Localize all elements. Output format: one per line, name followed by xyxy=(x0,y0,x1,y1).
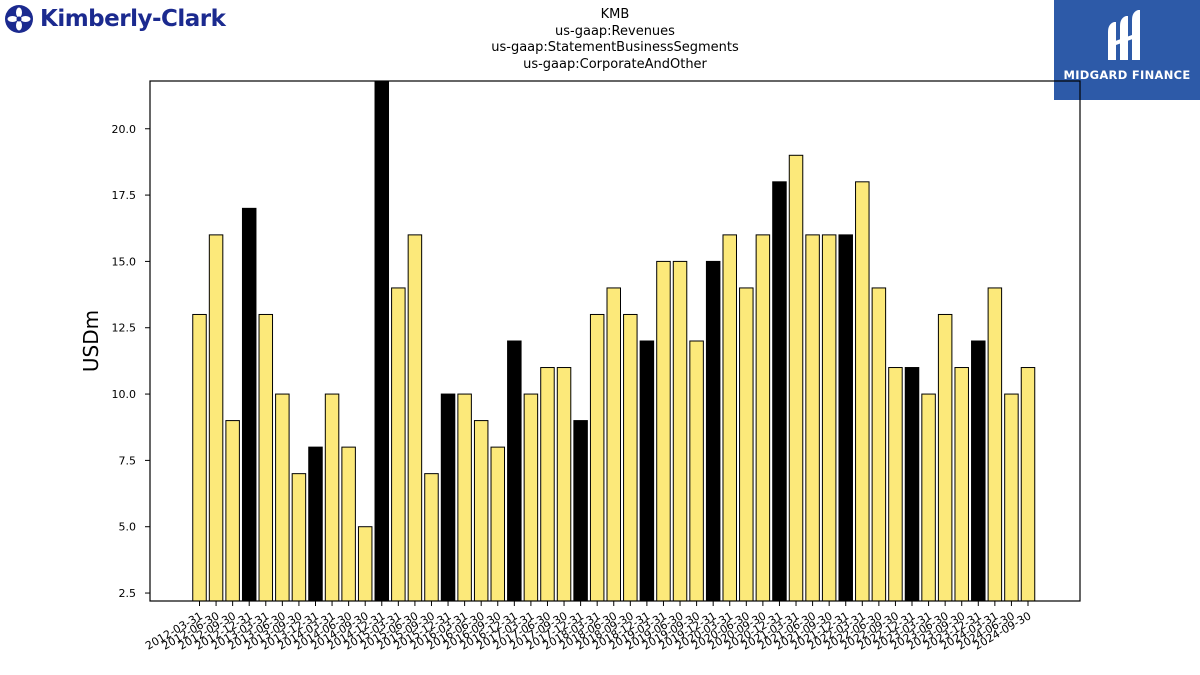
kimberly-clark-wordmark: Kimberly-Clark xyxy=(40,6,226,32)
bars-group xyxy=(192,81,1036,601)
bar-2018-06-30 xyxy=(606,287,621,601)
bar-2022-06-30 xyxy=(871,287,887,601)
bar-2017-09-30 xyxy=(556,367,572,601)
bar-2020-12-31 xyxy=(772,181,787,601)
bar-2014-03-31 xyxy=(324,393,340,601)
kimberly-clark-logo-icon xyxy=(5,5,33,33)
bar-2015-03-31 xyxy=(391,287,406,601)
bar-2012-12-31 xyxy=(241,207,257,601)
bar-2015-12-31 xyxy=(440,393,456,601)
bar-2012-06-30 xyxy=(208,234,224,601)
bar-2016-06-30 xyxy=(473,420,489,601)
bar-2021-03-31 xyxy=(788,154,804,601)
plot-frame xyxy=(149,80,1081,602)
chart-title: KMB us-gaap:Revenues us-gaap:StatementBu… xyxy=(400,7,830,73)
y-axis-label: USDm xyxy=(79,310,103,372)
bar-2016-12-31 xyxy=(507,340,522,601)
bar-2017-12-31 xyxy=(573,420,588,601)
bar-2021-12-31 xyxy=(838,234,853,601)
bar-2020-09-30 xyxy=(755,234,771,601)
y-tick-label: 7.5 xyxy=(119,454,137,467)
kimberly-clark-logo: Kimberly-Clark xyxy=(4,2,226,36)
bar-2022-03-31 xyxy=(855,181,870,601)
bar-2020-03-31 xyxy=(722,234,737,601)
chart-title-line-1: KMB xyxy=(600,7,630,22)
bar-2023-12-31 xyxy=(971,340,986,601)
bar-2015-06-30 xyxy=(407,234,423,601)
chart-title-line-3: us-gaap:StatementBusinessSegments xyxy=(491,40,739,55)
bar-2021-06-30 xyxy=(805,234,820,601)
bar-2015-09-30 xyxy=(424,473,439,601)
chart-title-line-4: us-gaap:CorporateAndOther xyxy=(523,56,707,72)
midgard-finance-logo-icon xyxy=(1108,10,1140,60)
bar-2022-09-30 xyxy=(888,367,903,601)
y-tick-label: 2.5 xyxy=(119,587,137,600)
bar-2012-09-30 xyxy=(225,420,240,601)
bar-2016-03-31 xyxy=(457,393,472,601)
bar-2018-03-31 xyxy=(589,313,605,601)
bar-2022-12-31 xyxy=(904,367,920,601)
bar-2023-03-31 xyxy=(921,393,936,601)
y-tick-label: 5.0 xyxy=(119,521,137,534)
bar-2019-09-30 xyxy=(689,340,704,601)
bar-2013-03-31 xyxy=(258,313,274,601)
bar-2017-03-31 xyxy=(523,393,539,601)
bar-2019-06-30 xyxy=(672,260,688,601)
bar-2014-09-30 xyxy=(357,526,373,601)
bar-2018-12-31 xyxy=(639,340,655,601)
midgard-finance-wordmark: MIDGARD FINANCE xyxy=(1063,68,1191,82)
bar-2014-06-30 xyxy=(341,446,356,601)
bar-2012-03-31 xyxy=(192,313,207,601)
bar-2021-09-30 xyxy=(821,234,837,601)
y-tick-label: 17.5 xyxy=(112,189,137,202)
y-tick-label: 20.0 xyxy=(112,123,137,136)
y-tick-label: 10.0 xyxy=(112,388,137,401)
bar-2024-03-31 xyxy=(987,287,1003,601)
bar-2013-06-30 xyxy=(275,393,290,601)
bar-2023-09-30 xyxy=(954,367,969,601)
y-tick-label: 15.0 xyxy=(112,255,137,268)
bar-2019-12-31 xyxy=(705,260,721,601)
midgard-finance-logo: MIDGARD FINANCE xyxy=(1054,0,1200,100)
bar-2013-12-31 xyxy=(308,446,323,601)
y-tick-label: 12.5 xyxy=(112,322,137,335)
chart-title-line-2: us-gaap:Revenues xyxy=(555,23,675,39)
bar-2017-06-30 xyxy=(540,367,555,601)
bar-2024-06-30 xyxy=(1004,393,1019,601)
bar-2019-03-31 xyxy=(656,260,671,601)
bar-2023-06-30 xyxy=(937,313,953,601)
bar-2020-06-30 xyxy=(739,287,754,601)
bar-2013-09-30 xyxy=(291,473,307,601)
bar-2016-09-30 xyxy=(490,446,506,601)
bar-2024-09-30 xyxy=(1020,367,1036,601)
bar-2018-09-30 xyxy=(623,313,638,601)
bar-2014-12-31 xyxy=(374,81,390,601)
